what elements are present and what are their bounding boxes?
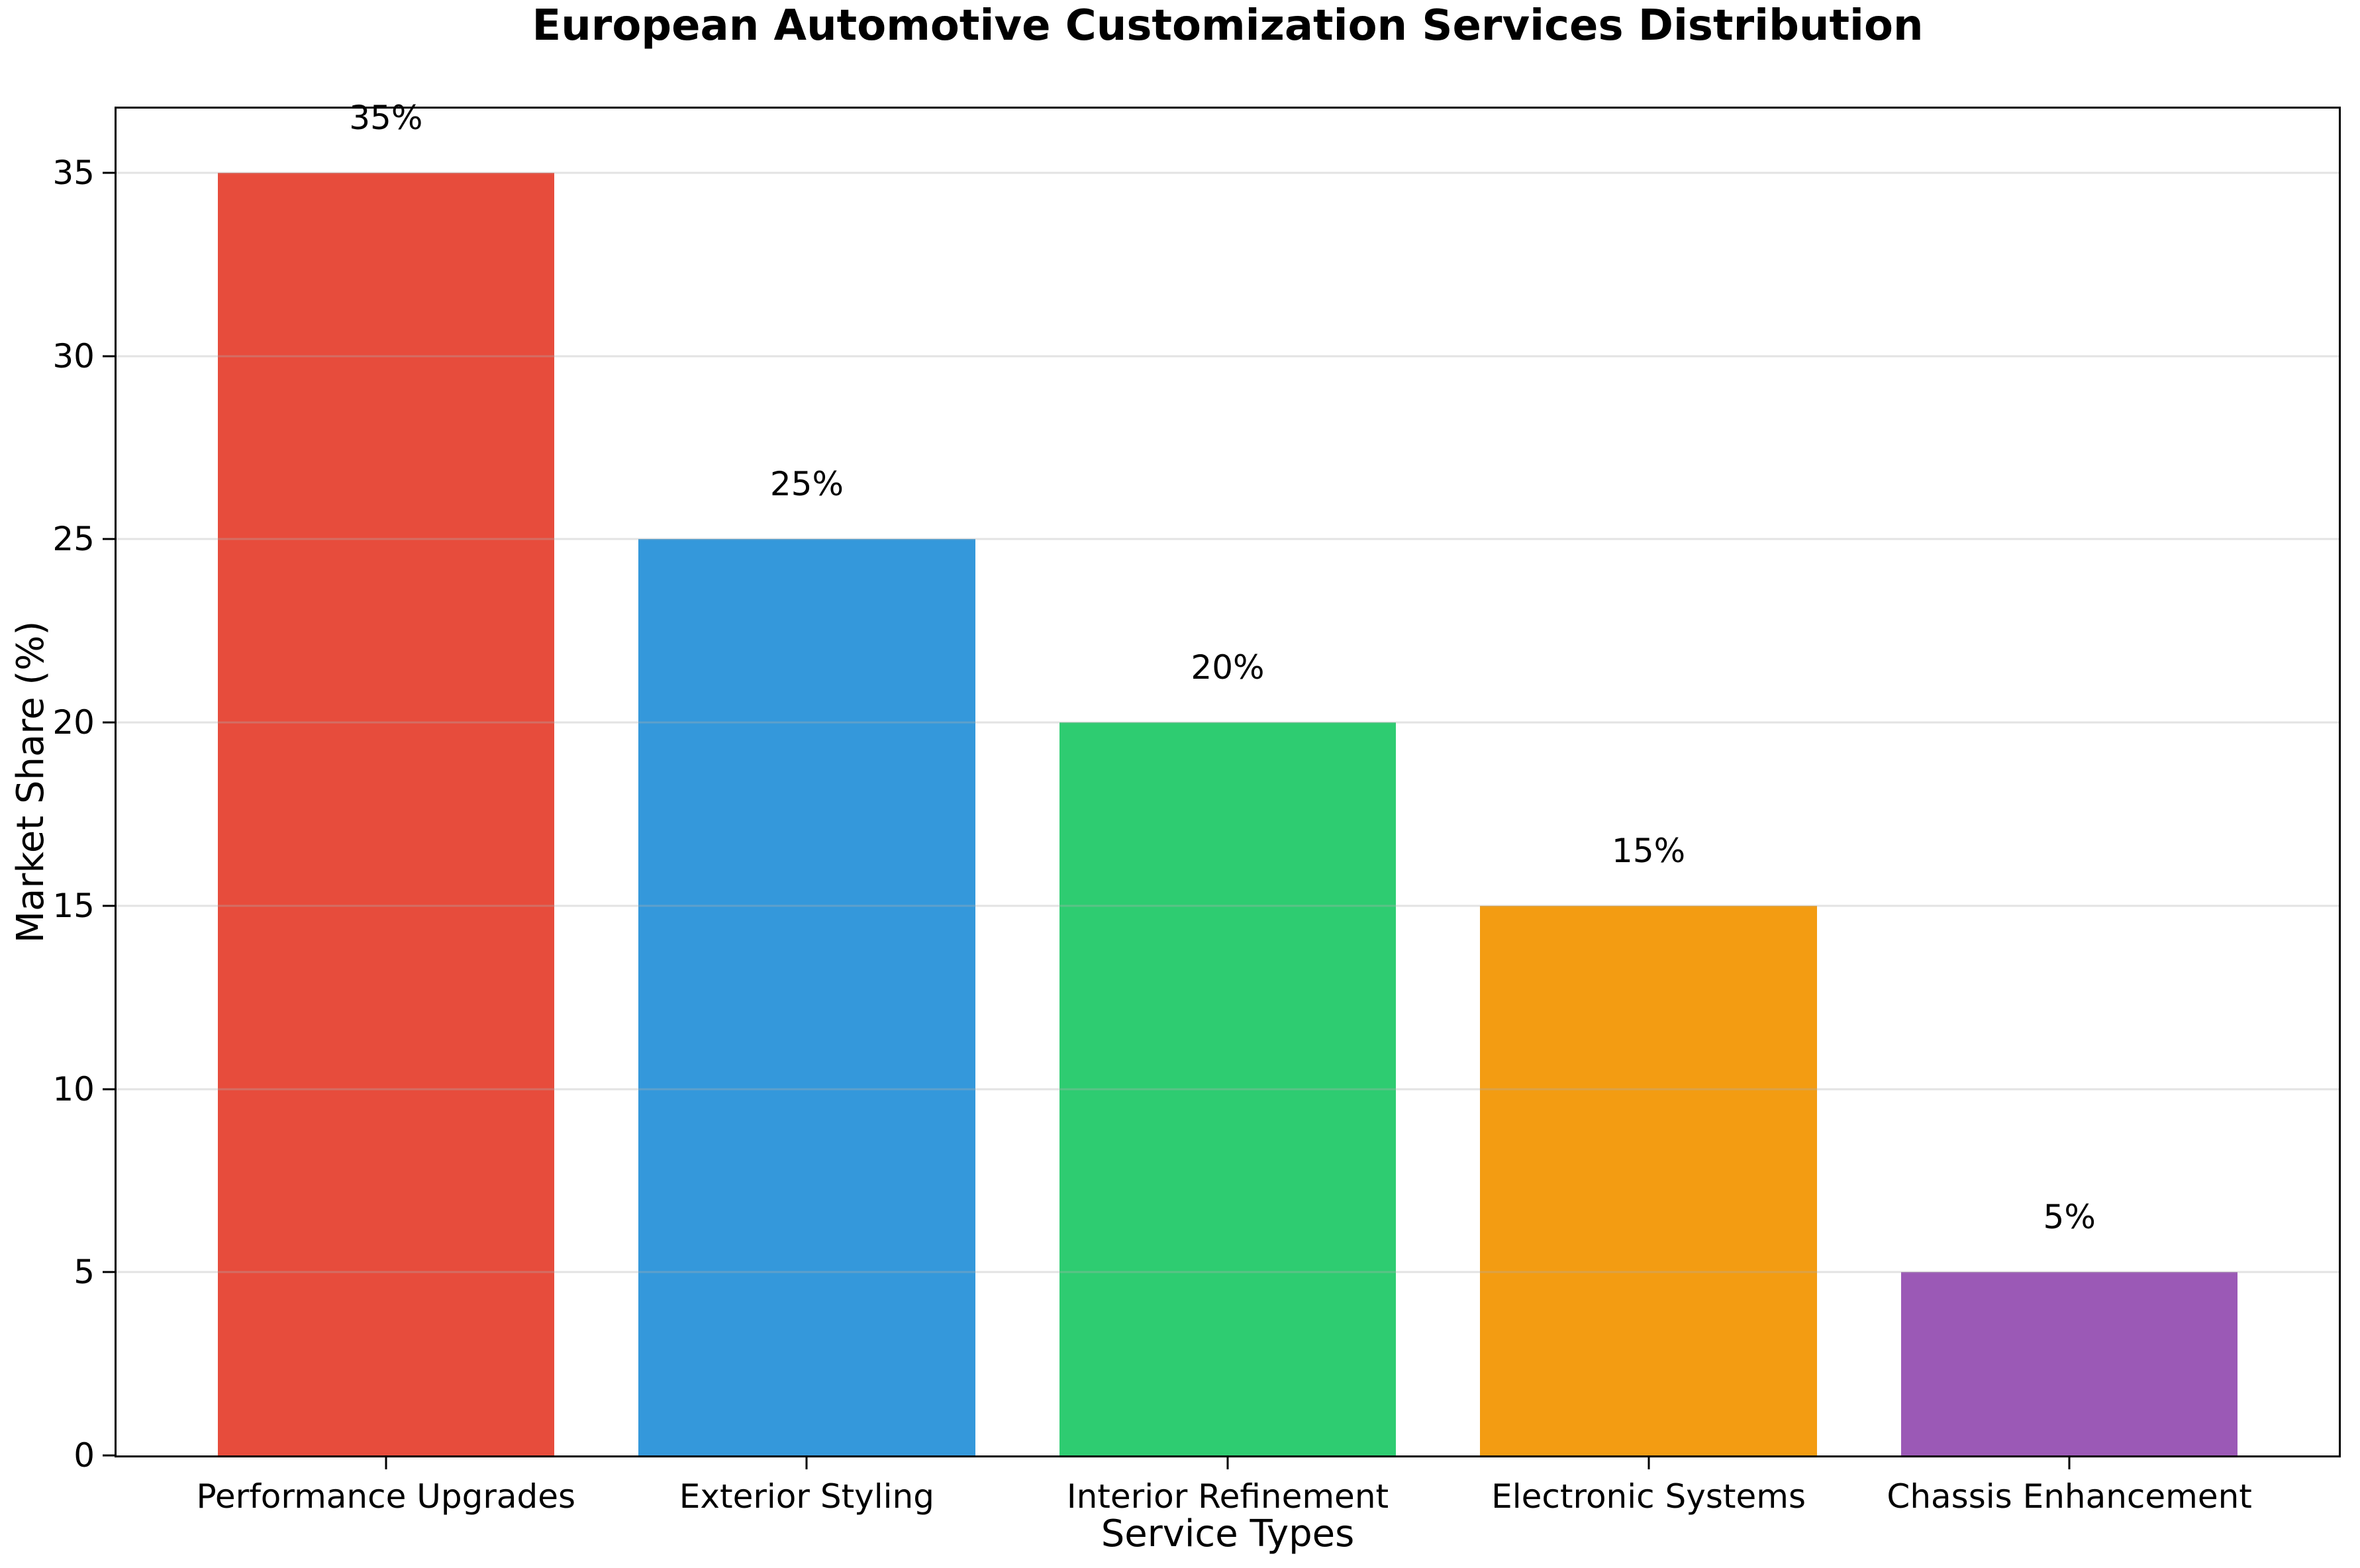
y-tick-mark-10 [103,1088,115,1091]
y-tick-label-20: 20 [52,703,95,742]
y-tick-label-25: 25 [52,520,95,559]
gridline-y-10 [117,1088,2339,1091]
y-tick-label-0: 0 [74,1436,95,1475]
y-tick-mark-15 [103,905,115,907]
x-tick-mark-3 [1226,1455,1229,1469]
chart-title: European Automotive Customization Servic… [532,1,1924,50]
gridline-y-30 [117,355,2339,358]
y-tick-label-10: 10 [52,1069,95,1108]
bar-column-4: 15% Electronic Systems [1438,109,1859,1516]
x-tick-label-3: Interior Refinement [1066,1477,1389,1516]
bar-2 [638,539,975,1455]
y-tick-label-30: 30 [52,336,95,375]
y-axis-label: Market Share (%) [9,620,53,944]
x-tick-mark-5 [2068,1455,2071,1469]
bar-value-label-2: 25% [769,465,844,504]
bar-3 [1059,722,1397,1455]
bar-column-2: 25% Exterior Styling [597,109,1018,1516]
gridline-y-20 [117,721,2339,724]
bars-region: 35% Performance Upgrades 25% Exterior Styli… [175,101,2280,1516]
bar-column-1: 35% Performance Upgrades [175,101,597,1516]
bar-value-label-1: 35% [349,98,423,137]
gridline-y-5 [117,1271,2339,1273]
x-axis-label: Service Types [1101,1512,1355,1555]
bar-value-label-5: 5% [2043,1198,2096,1237]
y-tick-mark-35 [103,172,115,174]
bar-value-label-3: 20% [1191,648,1265,687]
plot-area: 0 5 10 15 20 25 30 35 35% Performance Upgrades 25… [52,101,2341,1516]
gridline-y-15 [117,905,2339,907]
x-tick-label-4: Electronic Systems [1491,1477,1806,1516]
y-tick-label-15: 15 [52,886,95,925]
x-tick-label-5: Chassis Enhancement [1887,1477,2252,1516]
y-tick-mark-0 [103,1454,115,1457]
bar-5 [1900,1272,2238,1455]
bar-column-3: 20% Interior Refinement [1017,109,1438,1516]
y-tick-mark-20 [103,721,115,724]
x-tick-label-2: Exterior Styling [679,1477,934,1516]
bar-1 [217,172,555,1455]
x-tick-mark-4 [1647,1455,1650,1469]
bar-4 [1480,905,1817,1455]
x-tick-mark-1 [385,1455,387,1469]
bar-column-5: 5% Chassis Enhancement [1859,109,2280,1516]
y-tick-mark-5 [103,1271,115,1273]
gridline-y-25 [117,538,2339,540]
bar-value-label-4: 15% [1612,831,1686,870]
y-tick-label-5: 5 [74,1253,95,1292]
x-tick-mark-2 [805,1455,808,1469]
y-tick-mark-25 [103,538,115,540]
y-tick-mark-30 [103,355,115,358]
gridline-y-35 [117,172,2339,174]
x-tick-label-1: Performance Upgrades [196,1477,576,1516]
y-tick-label-35: 35 [52,153,95,192]
